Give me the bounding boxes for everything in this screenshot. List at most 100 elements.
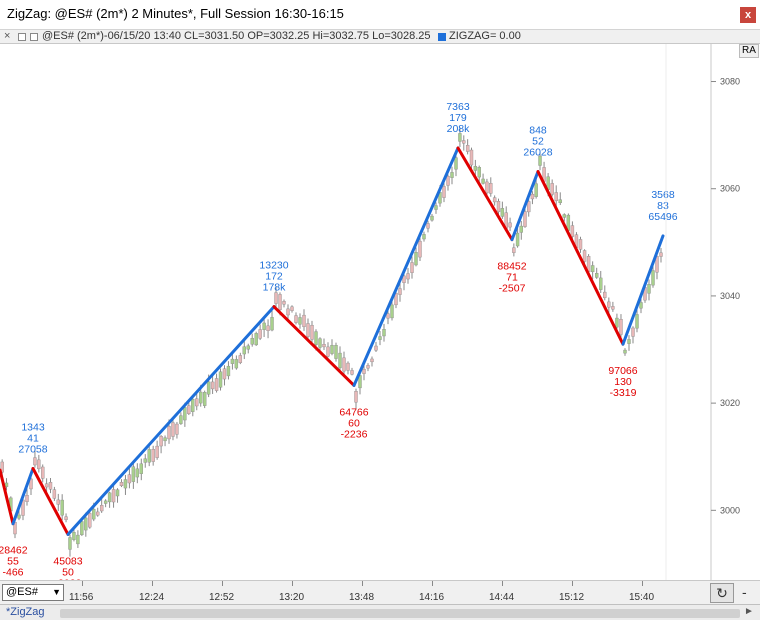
candle-body: [131, 466, 136, 482]
window-title: ZigZag: @ES# (2m*) 2 Minutes*, Full Sess…: [7, 6, 344, 21]
candle-body: [52, 489, 57, 499]
candle-body: [195, 398, 199, 407]
candle-body: [647, 284, 651, 294]
candle-body: [590, 265, 595, 273]
candle-body: [458, 133, 462, 142]
close-status-icon[interactable]: ×: [4, 30, 11, 42]
candle-body: [519, 225, 523, 233]
candle-body: [44, 483, 49, 488]
zigzag-segment: [536, 170, 625, 346]
candle-body: [623, 349, 627, 354]
pivot-label: 45083: [53, 555, 82, 567]
candle-body: [492, 197, 497, 203]
minus-button[interactable]: -: [742, 584, 747, 600]
zigzag-segment: [456, 146, 514, 242]
x-tick-label: 11:56: [69, 592, 94, 603]
candles-layer: [0, 127, 663, 557]
quote-readout: @ES# (2m*)-06/15/20 13:40 CL=3031.50 OP=…: [42, 30, 431, 42]
candle-body: [342, 357, 346, 372]
candle-body: [607, 301, 611, 308]
price-chart[interactable]: 2846255-466134341270584508350-2023132301…: [0, 44, 760, 580]
candle-body: [254, 333, 258, 346]
symbol-select[interactable]: @ES# ▼: [2, 584, 64, 601]
candle-body: [119, 482, 124, 487]
candle-body: [418, 240, 422, 258]
x-tick: [292, 581, 293, 586]
candle-body: [290, 306, 294, 311]
pivot-label: 83: [657, 200, 669, 212]
x-tick-label: 12:24: [139, 592, 165, 603]
candle-body: [473, 165, 478, 171]
candle-body: [362, 368, 366, 374]
candle-body: [619, 319, 623, 335]
candle-body: [496, 201, 501, 213]
pivot-label: -2507: [499, 283, 526, 295]
candle-body: [218, 371, 223, 388]
scroll-right-icon[interactable]: ►: [744, 606, 754, 617]
candle-body: [135, 468, 140, 478]
candle-body: [163, 437, 167, 442]
zigzag-layer: [0, 146, 665, 536]
candle-body: [167, 426, 171, 440]
y-tick-label: 3020: [720, 398, 740, 408]
candle-body: [314, 331, 318, 345]
symbol-value: @ES#: [6, 586, 38, 598]
candle-body: [446, 176, 450, 186]
zigzag-color-icon: [438, 33, 446, 41]
candle-body: [550, 183, 554, 195]
candle-body: [582, 250, 587, 262]
ra-button[interactable]: RA: [739, 44, 759, 58]
candle-body: [0, 461, 4, 473]
candle-body: [659, 252, 663, 257]
zigzag-segment: [66, 305, 276, 536]
candle-body: [338, 352, 342, 369]
candle-body: [199, 391, 203, 404]
tab-zigzag[interactable]: *ZigZag: [6, 606, 45, 618]
candle-body: [206, 381, 211, 395]
candle-body: [350, 370, 354, 375]
x-tick-label: 14:16: [419, 592, 445, 603]
candle-body: [262, 322, 266, 330]
zigzag-segment: [0, 468, 15, 526]
candle-body: [214, 378, 219, 391]
candle-body: [406, 273, 410, 280]
candle-body: [258, 329, 262, 339]
y-tick-label: 3000: [720, 505, 740, 515]
candle-body: [155, 445, 159, 458]
candle-body: [410, 262, 414, 273]
candle-body: [234, 359, 239, 369]
horizontal-scrollbar[interactable]: [60, 609, 740, 618]
checkbox-icon[interactable]: [18, 33, 26, 41]
candle-body: [107, 492, 112, 503]
candle-body: [4, 482, 9, 487]
candle-body: [469, 149, 474, 166]
checkbox-icon[interactable]: [30, 33, 38, 41]
candle-body: [481, 178, 485, 184]
pivot-label: 208k: [447, 123, 471, 135]
candle-body: [250, 338, 254, 345]
candle-body: [378, 336, 382, 340]
candle-body: [485, 181, 489, 194]
zigzag-segment: [352, 146, 460, 387]
candle-body: [354, 391, 358, 403]
candle-body: [64, 516, 68, 520]
bottom-bar: @ES# ▼ 11:56 12:24 12:52 13:20 13:48 14:16 14:…: [0, 580, 760, 604]
x-tick: [222, 581, 223, 586]
candle-body: [515, 232, 520, 247]
candle-body: [558, 199, 562, 204]
refresh-button[interactable]: ↻: [710, 583, 734, 603]
close-button[interactable]: x: [740, 7, 756, 23]
candle-body: [274, 292, 278, 304]
pivot-label: 60: [348, 417, 360, 429]
candle-body: [266, 325, 270, 331]
title-bar: ZigZag: @ES# (2m*) 2 Minutes*, Full Sess…: [0, 0, 760, 30]
candle-body: [298, 317, 302, 325]
candle-body: [462, 140, 466, 144]
candle-body: [382, 329, 386, 337]
time-axis: 11:56 12:24 12:52 13:20 13:48 14:16 14:44 15:12…: [66, 581, 706, 605]
x-tick: [572, 581, 573, 586]
candle-body: [562, 214, 567, 218]
zigzag-segment: [31, 467, 70, 536]
candle-body: [615, 317, 619, 328]
candle-body: [450, 172, 454, 178]
